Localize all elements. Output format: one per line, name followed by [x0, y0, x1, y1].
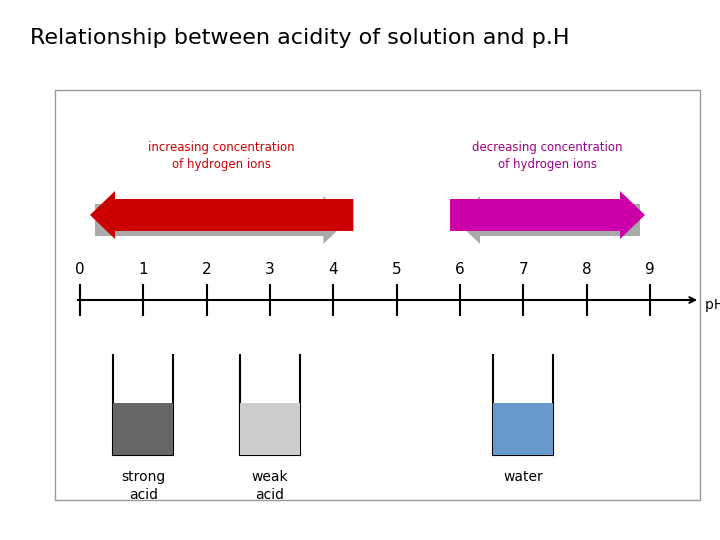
- Text: 6: 6: [455, 262, 465, 277]
- Text: decreasing concentration
of hydrogen ions: decreasing concentration of hydrogen ion…: [472, 141, 623, 171]
- Text: 1: 1: [138, 262, 148, 277]
- Text: 4: 4: [328, 262, 338, 277]
- FancyArrow shape: [450, 191, 645, 239]
- Text: Relationship between acidity of solution and p.H: Relationship between acidity of solution…: [30, 28, 570, 48]
- Text: water: water: [503, 470, 543, 484]
- Text: 5: 5: [392, 262, 402, 277]
- Bar: [55, 90, 700, 500]
- FancyArrow shape: [95, 196, 348, 244]
- Text: 0: 0: [75, 262, 85, 277]
- Text: pH scale: pH scale: [705, 298, 720, 312]
- Text: 3: 3: [265, 262, 275, 277]
- FancyArrow shape: [90, 191, 354, 239]
- Text: 8: 8: [582, 262, 591, 277]
- Text: weak
acid: weak acid: [252, 470, 288, 502]
- Bar: [113, 403, 174, 455]
- Bar: [240, 403, 300, 455]
- Bar: [493, 403, 554, 455]
- Text: 7: 7: [518, 262, 528, 277]
- Text: 9: 9: [645, 262, 655, 277]
- Text: 2: 2: [202, 262, 212, 277]
- Text: increasing concentration
of hydrogen ions: increasing concentration of hydrogen ion…: [148, 141, 295, 171]
- FancyArrow shape: [455, 196, 640, 244]
- Text: strong
acid: strong acid: [121, 470, 166, 502]
